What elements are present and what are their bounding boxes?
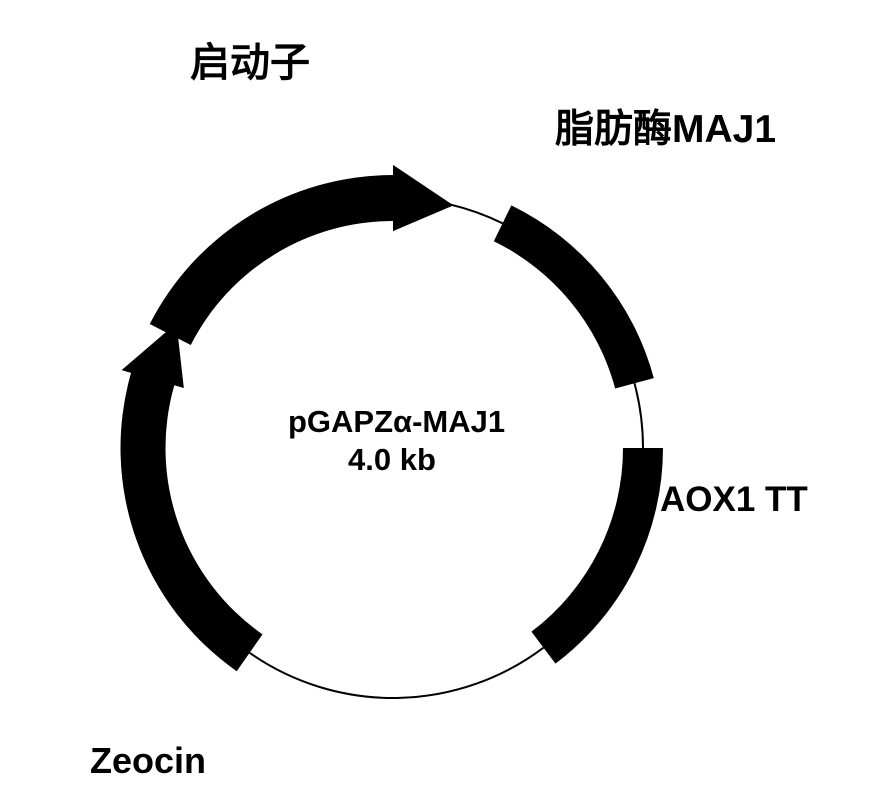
feature-lipase	[150, 165, 454, 345]
label-aox1-tt: AOX1 TT	[660, 480, 808, 520]
feature-promoter	[120, 323, 262, 671]
feature-aox1tt	[494, 205, 654, 388]
label-zeocin: Zeocin	[90, 740, 206, 782]
label-promoter: 启动子	[190, 30, 310, 88]
feature-zeocin	[531, 448, 663, 664]
plasmid-name: pGAPZα-MAJ1	[288, 404, 505, 440]
label-lipase-maj1: 脂肪酶MAJ1	[555, 98, 776, 154]
plasmid-size: 4.0 kb	[348, 442, 436, 478]
